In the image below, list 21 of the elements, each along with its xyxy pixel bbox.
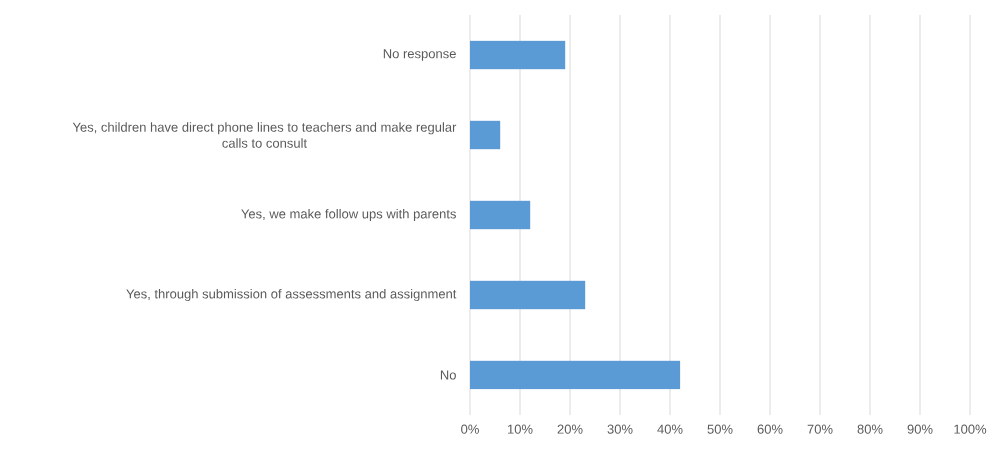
x-tick-label: 80% (857, 424, 883, 434)
x-tick-label: 70% (807, 424, 833, 434)
x-tick-label: 50% (707, 424, 733, 434)
y-tick-label: No (440, 370, 456, 380)
x-tick-label: 10% (507, 424, 533, 434)
x-tick-label: 0% (461, 424, 479, 434)
y-tick-label: Yes, through submission of assessments and assignment (126, 288, 457, 302)
y-tick-label: Yes, we make follow ups with parents (241, 208, 456, 222)
bar (470, 40, 566, 70)
x-tick-label: 60% (757, 424, 783, 434)
x-tick-label: 30% (607, 424, 633, 434)
x-tick-label: 20% (557, 424, 583, 434)
y-tick-label: No response (383, 49, 456, 61)
bar (470, 200, 531, 230)
x-tick-label: 40% (657, 424, 683, 434)
bar (470, 120, 501, 150)
bar (470, 360, 681, 390)
x-tick-label: 100% (954, 424, 987, 434)
bar (470, 280, 586, 310)
x-tick-label: 90% (907, 424, 933, 434)
y-tick-label: Yes, children have direct phone lines to teachers and make regular calls to consult (72, 122, 457, 148)
